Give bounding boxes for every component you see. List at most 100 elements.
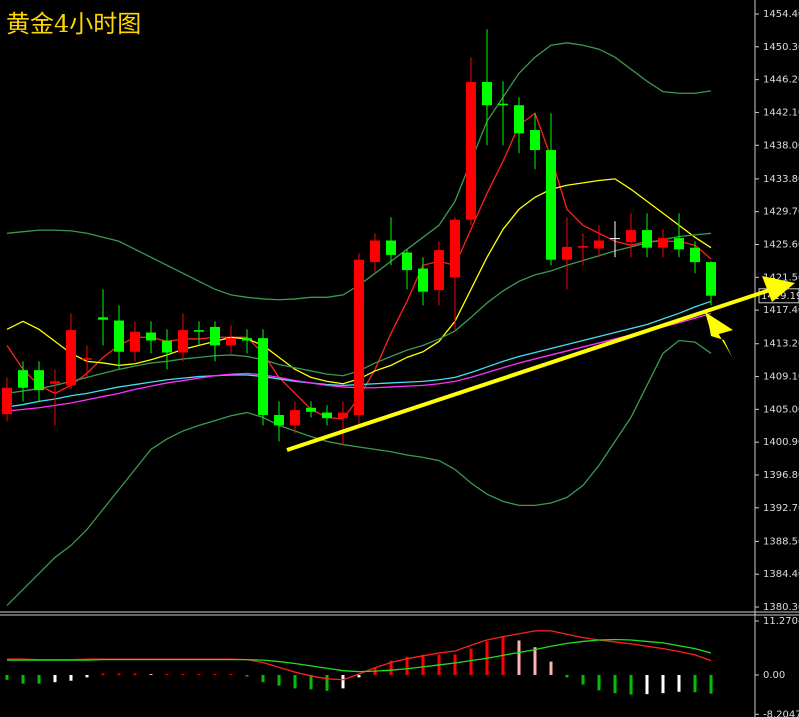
y-tick-label: -8.2047 <box>763 709 799 717</box>
candle-body <box>194 330 204 332</box>
trend-arrow <box>286 288 771 452</box>
candle-body <box>482 82 492 106</box>
macd-bar <box>661 674 665 694</box>
macd-bar <box>453 654 457 675</box>
candle-body <box>546 150 556 260</box>
macd-bar <box>613 674 617 694</box>
candle-body <box>370 240 380 263</box>
y-tick-label: 1417.40 <box>763 305 799 316</box>
candle-body <box>530 130 540 151</box>
indicator-line <box>6 339 712 606</box>
candle-body <box>674 238 684 250</box>
candle-body <box>594 240 604 249</box>
candle-body <box>562 246 572 260</box>
macd-bar <box>389 660 393 675</box>
y-tick-label: 1413.20 <box>763 339 799 350</box>
macd-bar <box>325 674 329 691</box>
y-tick-label: 1425.60 <box>763 239 799 250</box>
macd-bar <box>677 674 681 692</box>
candle-body <box>130 331 140 352</box>
macd-bar <box>5 674 9 680</box>
candle-body <box>258 338 268 415</box>
macd-bar <box>261 674 265 683</box>
macd-bar <box>53 674 57 683</box>
candle-body <box>98 317 108 320</box>
macd-bar <box>293 674 297 689</box>
macd-bar <box>709 674 713 694</box>
macd-bar <box>37 674 41 684</box>
macd-bar <box>421 654 425 675</box>
candle-body <box>2 387 12 415</box>
y-tick-label: 1409.10 <box>763 372 799 383</box>
candle-body <box>66 330 76 386</box>
candle-body <box>274 414 284 426</box>
macd-bar <box>357 674 361 678</box>
macd-bar <box>21 674 25 684</box>
candle-body <box>386 240 396 255</box>
y-tick-label: 1388.50 <box>763 536 799 547</box>
macd-bar <box>133 673 137 675</box>
y-tick-label: 1433.80 <box>763 174 799 185</box>
y-tick-label: 1442.10 <box>763 107 799 118</box>
y-tick-label: 1392.70 <box>763 503 799 514</box>
macd-bar <box>645 674 649 695</box>
indicator-line <box>7 638 712 673</box>
y-tick-label: 1380.30 <box>763 602 799 613</box>
candle-body <box>466 82 476 220</box>
macd-bar <box>245 674 249 677</box>
candle-body <box>210 326 220 346</box>
macd-bar <box>597 674 601 691</box>
macd-bar <box>149 674 153 676</box>
macd-bar <box>85 674 89 678</box>
candle-body <box>290 410 300 426</box>
y-tick-label: 1446.20 <box>763 75 799 86</box>
y-tick-label: 11.2704 <box>763 616 799 627</box>
macd-bar <box>181 674 185 676</box>
candle-body <box>658 238 668 248</box>
candle-body <box>162 340 172 353</box>
candle-body <box>18 370 28 388</box>
candle-body <box>418 268 428 292</box>
macd-bar <box>629 674 633 695</box>
candle-body <box>610 238 620 240</box>
chart-title: 黄金4小时图 <box>6 10 141 38</box>
candle-body <box>82 358 92 360</box>
macd-bar <box>101 673 105 675</box>
candle-body <box>642 230 652 248</box>
plot-area: 1454.40 1450.30 1446.20 1442.10 1438.00 1433.… <box>2 9 799 717</box>
candle-body <box>450 219 460 278</box>
y-tick-label: 1454.40 <box>763 9 799 20</box>
candle-body <box>146 332 156 341</box>
candle-body <box>178 330 188 353</box>
macd-bar <box>69 674 73 681</box>
candle-body <box>226 338 236 346</box>
candle-body <box>322 412 332 419</box>
y-tick-label: 1396.80 <box>763 470 799 481</box>
candle-body <box>242 338 252 341</box>
candle-body <box>690 247 700 263</box>
candle-body <box>402 252 412 271</box>
y-tick-label: 1438.00 <box>763 140 799 151</box>
candle-body <box>354 259 364 415</box>
y-tick-label: 1400.90 <box>763 437 799 448</box>
macd-bar <box>517 640 521 675</box>
y-tick-label: 1450.30 <box>763 42 799 53</box>
macd-bar <box>581 674 585 685</box>
candle-body <box>514 105 524 134</box>
macd-bar <box>341 674 345 689</box>
pointer-arrow-head <box>705 312 733 336</box>
y-tick-label: 1405.00 <box>763 404 799 415</box>
macd-bar <box>309 674 313 690</box>
macd-bar <box>549 661 553 675</box>
candle-body <box>706 262 716 296</box>
macd-bar <box>165 674 169 676</box>
indicator-line <box>7 630 712 681</box>
candle-body <box>34 370 44 391</box>
y-tick-label: 1384.40 <box>763 569 799 580</box>
candle-body <box>338 412 348 419</box>
y-tick-label: 0.00 <box>763 670 785 681</box>
candle-body <box>306 407 316 412</box>
macd-bar <box>405 656 409 675</box>
last-price-label: 1419.19 <box>761 291 799 302</box>
y-tick-label: 1421.50 <box>763 272 799 283</box>
